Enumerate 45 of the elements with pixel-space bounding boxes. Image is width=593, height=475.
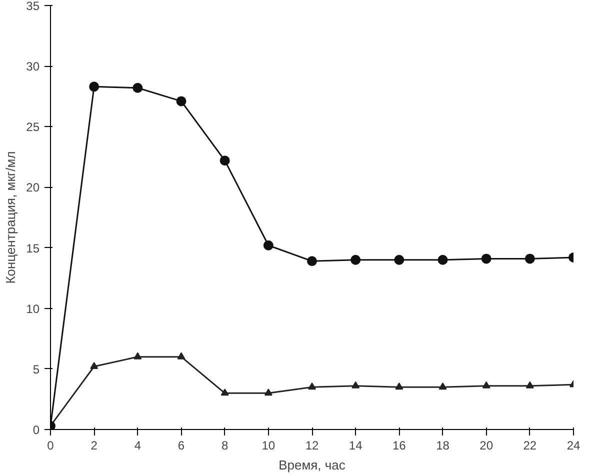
- point: [350, 254, 361, 265]
- point: [176, 96, 186, 106]
- point: [352, 381, 360, 388]
- point: [220, 156, 230, 166]
- x-tick-label: 18: [436, 438, 450, 452]
- point: [481, 254, 492, 264]
- x-tick-label: 22: [523, 438, 537, 452]
- x-tick-label: 0: [47, 438, 54, 452]
- point: [482, 381, 490, 388]
- point: [177, 352, 186, 360]
- x-tick-label: 24: [566, 438, 580, 452]
- x-tick-label: 6: [178, 438, 185, 452]
- point: [132, 82, 143, 93]
- y-tick-label: 5: [32, 362, 40, 376]
- point: [264, 388, 272, 396]
- y-tick-label: 25: [26, 120, 40, 134]
- point: [394, 254, 404, 265]
- point: [134, 352, 142, 360]
- point: [524, 254, 535, 264]
- point: [438, 254, 448, 265]
- x-tick-label: 4: [134, 438, 142, 452]
- point: [307, 256, 317, 266]
- y-tick-label: 10: [26, 302, 40, 316]
- x-tick-label: 16: [392, 438, 406, 452]
- point: [438, 382, 447, 390]
- y-axis-title: Концентрация, мкг/мл: [3, 151, 18, 284]
- y-tick-label: 15: [26, 241, 40, 256]
- point: [90, 362, 98, 370]
- x-tick-label: 14: [348, 438, 363, 452]
- y-tick-label: 20: [26, 180, 40, 195]
- point: [308, 382, 316, 390]
- x-tick-label: 2: [90, 438, 98, 452]
- y-tick-label: 30: [26, 60, 40, 74]
- x-tick-label: 20: [480, 438, 494, 452]
- x-axis-title: Время, час: [278, 458, 346, 472]
- point: [220, 388, 229, 396]
- point: [263, 240, 274, 250]
- point: [526, 381, 534, 388]
- y-tick-label: 0: [32, 423, 40, 437]
- x-tick-label: 12: [305, 438, 319, 452]
- point: [89, 82, 100, 92]
- x-tick-label: 8: [221, 438, 228, 452]
- point: [395, 382, 404, 390]
- y-tick-label: 35: [26, 0, 40, 13]
- x-tick-label: 10: [262, 438, 276, 452]
